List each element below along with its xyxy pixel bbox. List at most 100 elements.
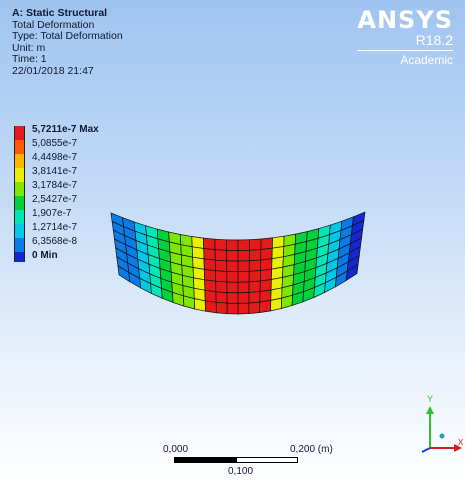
scale-left-label: 0,000	[163, 444, 189, 455]
legend-label: 0 Min	[32, 250, 58, 261]
legend-label: 6,3568e-8	[32, 236, 78, 247]
mesh-element	[214, 249, 228, 262]
logo-brand: ANSYS	[357, 6, 453, 34]
mesh-element	[259, 268, 273, 282]
legend-swatch	[14, 196, 25, 210]
legend-entry: 1,907e-7	[14, 208, 154, 224]
mesh-element	[260, 247, 273, 261]
scale-mid-label: 0,100	[228, 466, 254, 477]
mesh-element	[260, 237, 273, 250]
legend-label: 5,7211e-7 Max	[32, 124, 99, 135]
triad-y-arrow	[426, 406, 434, 414]
legend-label: 1,907e-7	[32, 208, 72, 219]
ansys-logo: ANSYS R18.2 Academic	[357, 8, 453, 68]
mesh-element	[249, 238, 262, 251]
mesh-element	[193, 298, 206, 312]
legend-swatch	[14, 252, 25, 262]
mesh-element	[226, 281, 239, 294]
mesh-element	[248, 249, 262, 262]
mesh-element	[226, 260, 239, 273]
mesh-element	[270, 297, 283, 312]
mesh-element	[215, 270, 228, 283]
mesh-element	[226, 271, 239, 283]
legend-entry: 4,4498e-7	[14, 152, 154, 168]
axis-triad[interactable]: Y X	[418, 390, 465, 462]
mesh-element	[248, 259, 262, 272]
triad-z-axis	[421, 447, 431, 453]
legend-label: 3,1784e-7	[32, 180, 78, 191]
scale-bar-black	[174, 457, 236, 463]
mesh-element	[248, 301, 261, 314]
mesh-element	[237, 292, 250, 304]
legend-label: 3,8141e-7	[32, 166, 78, 177]
legend-entry: 0 Min	[14, 250, 154, 264]
result-time: Time: 1	[12, 53, 47, 65]
legend-entry: 5,7211e-7 Max	[14, 124, 154, 140]
scale-right-label: 0,200 (m)	[290, 444, 333, 455]
mesh-element	[345, 263, 359, 282]
legend-entry: 2,5427e-7	[14, 194, 154, 210]
legend-entry: 1,2714e-7	[14, 222, 154, 238]
result-name: Total Deformation	[12, 18, 95, 31]
triad-y-label: Y	[427, 394, 433, 404]
mesh-element	[237, 302, 250, 315]
legend-swatch	[14, 182, 25, 196]
mesh-element	[215, 291, 228, 304]
mesh-element	[248, 291, 261, 304]
legend-swatch	[14, 210, 25, 224]
result-timestamp: 22/01/2018 21:47	[12, 64, 94, 77]
logo-release: R18.2	[415, 32, 453, 48]
triad-x-label: X	[458, 438, 464, 447]
mesh-element	[215, 280, 228, 293]
legend-label: 5,0855e-7	[32, 138, 78, 149]
mesh-element	[259, 279, 272, 292]
mesh-element	[237, 260, 250, 273]
mesh-element	[237, 281, 250, 294]
triad-iso-ball	[439, 433, 445, 439]
legend-swatch	[14, 140, 25, 154]
legend-swatch	[14, 154, 25, 168]
mesh-element	[226, 250, 239, 262]
mesh-element	[203, 269, 217, 282]
beam-mesh	[110, 211, 366, 315]
legend-entry: 3,1784e-7	[14, 180, 154, 196]
legend-label: 2,5427e-7	[32, 194, 78, 205]
legend-label: 1,2714e-7	[32, 222, 78, 233]
mesh-element	[214, 259, 228, 272]
result-unit: Unit: m	[12, 41, 46, 54]
mesh-element	[204, 279, 217, 293]
mesh-element	[260, 258, 273, 271]
mesh-element	[259, 289, 272, 303]
legend-swatch	[14, 224, 25, 238]
legend-swatch	[14, 168, 25, 182]
mesh-element	[204, 289, 217, 303]
triad-x-arrow	[454, 444, 462, 452]
legend-swatch	[14, 238, 25, 252]
scale-bar: 0,000 0,200 (m) 0,100	[160, 442, 350, 482]
mesh-element	[226, 239, 239, 251]
result-info: A: Static Structural Total Deformation T…	[12, 7, 123, 77]
analysis-title: A: Static Structural	[12, 7, 108, 19]
mesh-element	[237, 239, 250, 251]
mesh-element	[204, 300, 217, 314]
mesh-element	[203, 248, 216, 261]
mesh-element	[215, 301, 228, 315]
mesh-element	[237, 271, 250, 283]
mesh-element	[226, 292, 239, 304]
mesh-element	[214, 238, 227, 251]
mesh-element	[237, 249, 250, 262]
result-type: Type: Total Deformation	[12, 30, 123, 42]
mesh-element	[259, 299, 272, 314]
legend-label: 4,4498e-7	[32, 152, 78, 163]
scale-bar-white	[236, 457, 298, 463]
mesh-element	[248, 270, 261, 283]
legend-entry: 5,0855e-7	[14, 138, 154, 154]
mesh-element	[203, 258, 216, 272]
legend-entry: 6,3568e-8	[14, 236, 154, 252]
legend-swatch	[14, 126, 25, 140]
mesh-element	[226, 302, 239, 315]
mesh-element	[248, 280, 261, 293]
logo-edition: Academic	[357, 50, 453, 68]
legend-entry: 3,8141e-7	[14, 166, 154, 182]
